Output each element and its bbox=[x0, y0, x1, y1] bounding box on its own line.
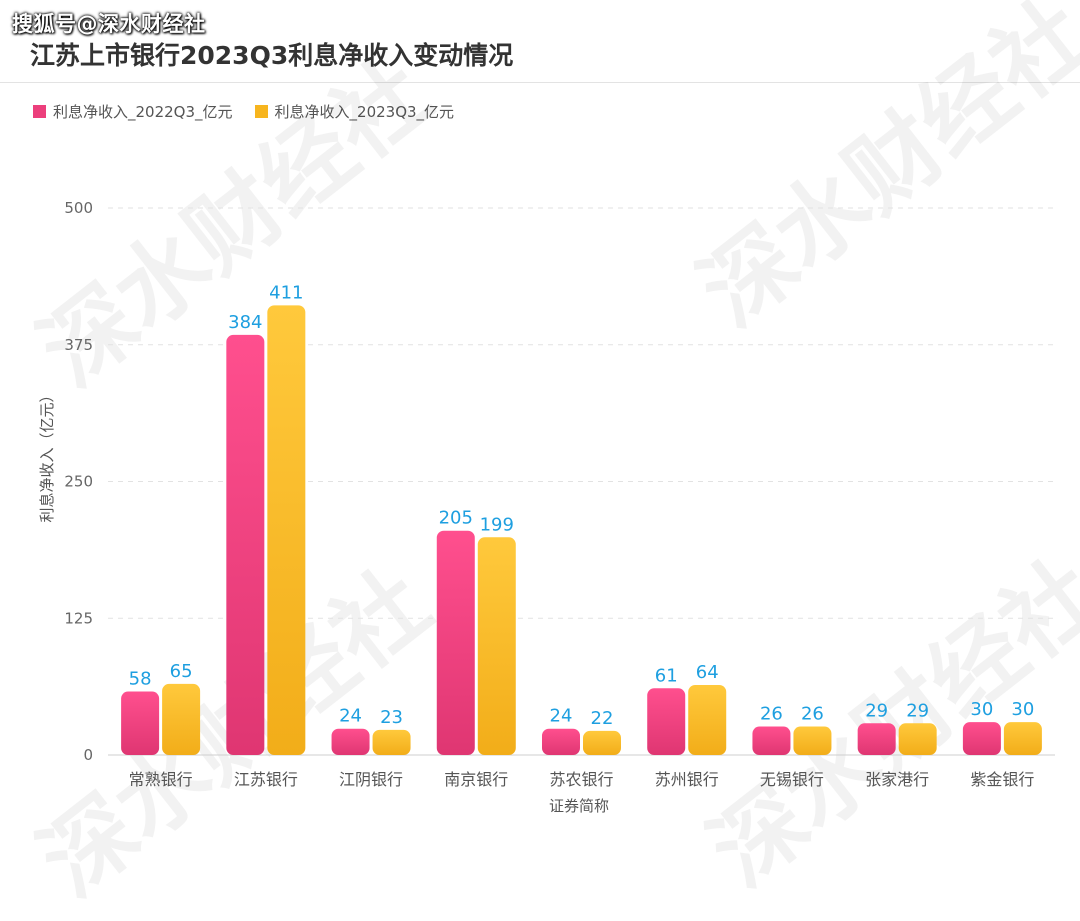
data-label: 30 bbox=[970, 699, 993, 720]
data-label: 64 bbox=[696, 662, 719, 683]
x-axis-title: 证券简称 bbox=[549, 797, 609, 815]
bar-2022q3[interactable] bbox=[647, 688, 686, 755]
bar-2023q3[interactable] bbox=[793, 726, 832, 755]
x-tick-label: 江阴银行 bbox=[339, 770, 403, 789]
data-label: 205 bbox=[439, 508, 473, 529]
title-divider bbox=[0, 82, 1080, 83]
legend-label-2022: 利息净收入_2022Q3_亿元 bbox=[53, 103, 233, 121]
data-label: 199 bbox=[480, 514, 514, 535]
source-watermark: 搜狐号@深水财经社 bbox=[12, 12, 206, 36]
x-tick-label: 苏农银行 bbox=[549, 770, 613, 789]
data-label: 22 bbox=[591, 708, 614, 729]
bar-2022q3[interactable] bbox=[752, 726, 791, 755]
data-label: 24 bbox=[550, 706, 573, 727]
data-label: 58 bbox=[129, 669, 152, 690]
bar-2023q3[interactable] bbox=[1003, 722, 1042, 755]
x-tick-label: 紫金银行 bbox=[970, 770, 1034, 789]
legend-swatch-2023 bbox=[254, 105, 268, 118]
y-tick-label: 500 bbox=[64, 199, 93, 217]
data-label: 384 bbox=[228, 312, 262, 333]
data-label: 29 bbox=[906, 700, 929, 721]
x-tick-label: 江苏银行 bbox=[234, 770, 298, 789]
y-tick-label: 250 bbox=[64, 473, 93, 491]
data-label: 24 bbox=[339, 706, 362, 727]
bar-2022q3[interactable] bbox=[121, 691, 160, 755]
data-label: 61 bbox=[655, 665, 678, 686]
bar-2023q3[interactable] bbox=[162, 683, 201, 755]
data-label: 65 bbox=[170, 661, 193, 682]
data-label: 29 bbox=[865, 700, 888, 721]
bar-2023q3[interactable] bbox=[688, 684, 727, 755]
bar-2022q3[interactable] bbox=[226, 334, 265, 755]
bar-2022q3[interactable] bbox=[962, 722, 1001, 755]
legend: 利息净收入_2022Q3_亿元 利息净收入_2023Q3_亿元 bbox=[33, 101, 476, 122]
data-label: 411 bbox=[269, 282, 303, 303]
bar-2023q3[interactable] bbox=[898, 723, 937, 755]
x-tick-label: 张家港行 bbox=[865, 770, 929, 789]
data-label: 23 bbox=[380, 707, 403, 728]
x-tick-label: 无锡银行 bbox=[760, 770, 824, 789]
legend-label-2023: 利息净收入_2023Q3_亿元 bbox=[274, 103, 455, 121]
bar-2023q3[interactable] bbox=[583, 730, 621, 755]
x-tick-label: 南京银行 bbox=[444, 770, 508, 789]
data-label: 26 bbox=[801, 704, 824, 725]
data-label: 30 bbox=[1011, 699, 1034, 720]
bar-2023q3[interactable] bbox=[372, 729, 411, 755]
bar-2023q3[interactable] bbox=[477, 537, 516, 755]
y-tick-label: 375 bbox=[64, 336, 93, 354]
bar-2022q3[interactable] bbox=[436, 530, 475, 755]
bar-2022q3[interactable] bbox=[542, 728, 580, 755]
legend-item-2023[interactable]: 利息净收入_2023Q3_亿元 bbox=[254, 101, 455, 122]
chart-title: 江苏上市银行2023Q3利息净收入变动情况 bbox=[30, 41, 514, 70]
y-axis-title: 利息净收入（亿元） bbox=[38, 387, 56, 522]
bar-chart: 0 125 250 375 500 58 65 常熟银行 384 411 江苏银行 24 23 江阴银行… bbox=[38, 199, 1055, 815]
bar-2022q3[interactable] bbox=[331, 728, 370, 755]
x-tick-label: 苏州银行 bbox=[655, 770, 719, 789]
x-tick-label: 常熟银行 bbox=[129, 770, 193, 789]
bar-2023q3[interactable] bbox=[267, 305, 306, 755]
y-tick-label: 0 bbox=[83, 746, 93, 764]
bar-2022q3[interactable] bbox=[857, 723, 896, 755]
data-label: 26 bbox=[760, 704, 783, 725]
y-tick-label: 125 bbox=[64, 609, 93, 627]
legend-item-2022[interactable]: 利息净收入_2022Q3_亿元 bbox=[33, 101, 233, 122]
legend-swatch-2022 bbox=[33, 105, 46, 118]
